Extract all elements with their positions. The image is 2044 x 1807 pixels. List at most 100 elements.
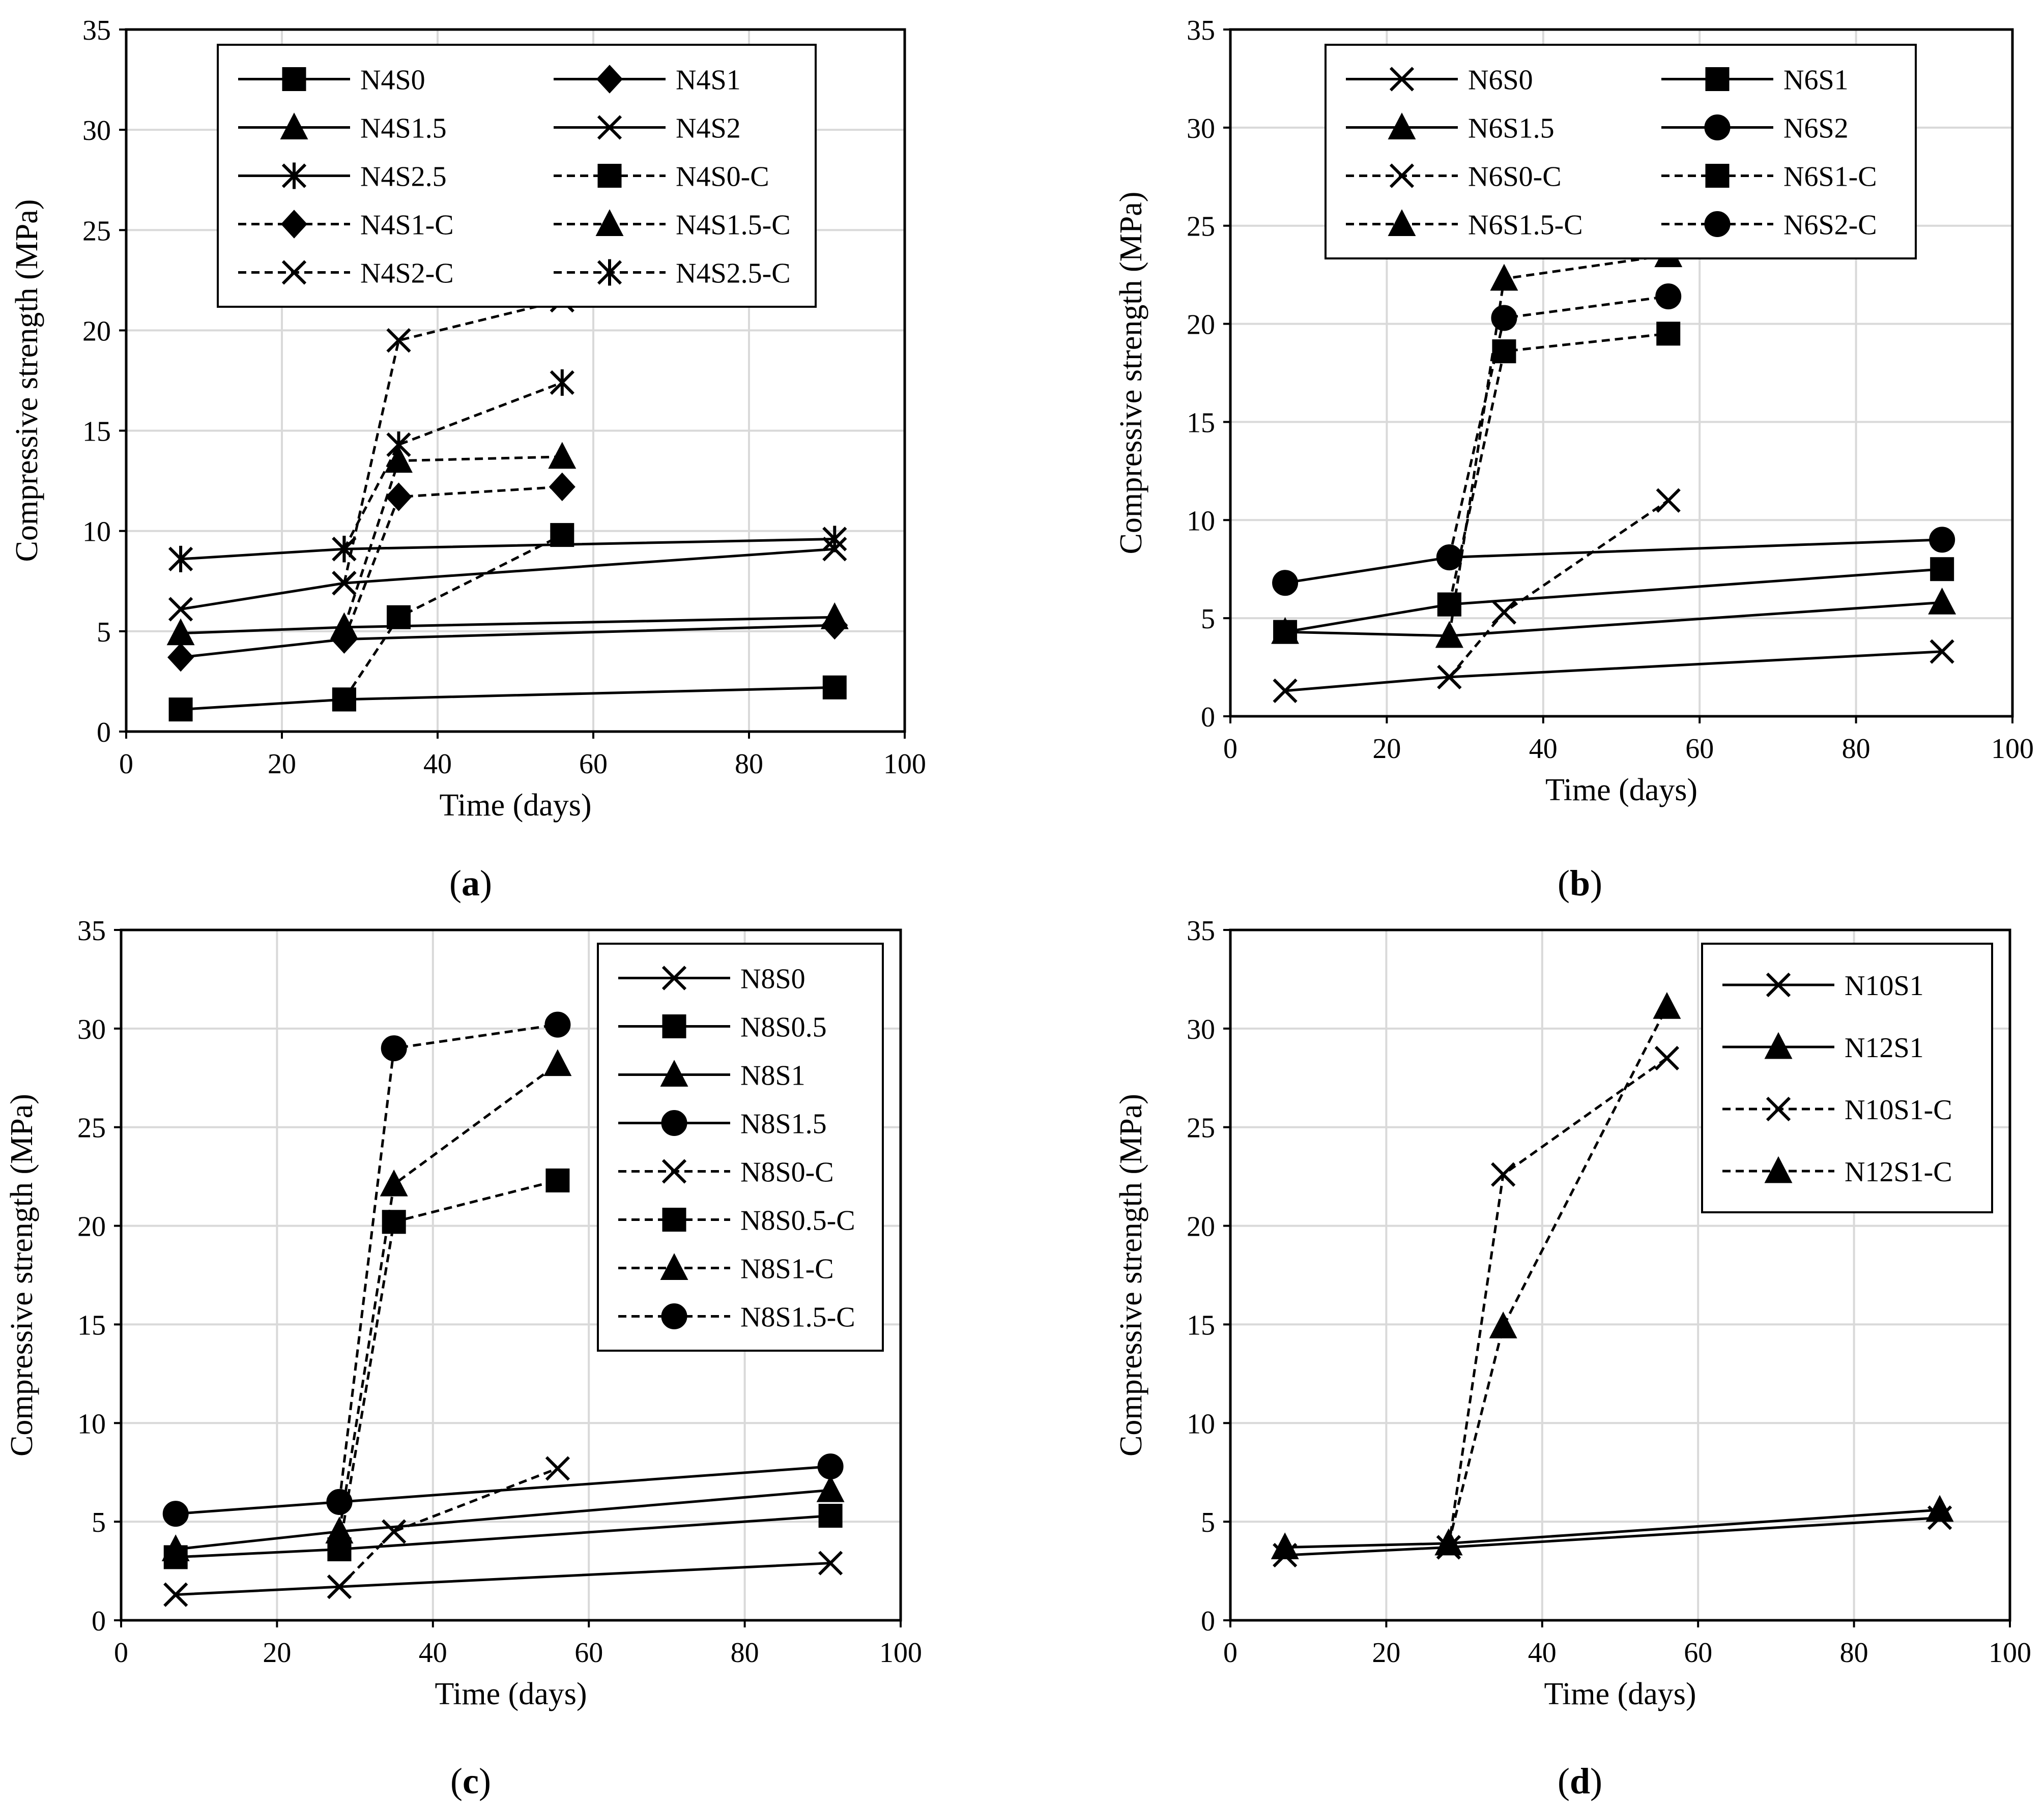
legend-label: N6S1 <box>1783 65 1849 96</box>
y-tick-label: 30 <box>77 1014 106 1045</box>
series-line <box>180 686 835 711</box>
y-tick-label: 0 <box>92 1606 106 1637</box>
data-point-square <box>1492 339 1516 364</box>
x-tick-label: 0 <box>119 748 133 780</box>
y-axis-title: Compressive strength (MPa) <box>1114 1094 1148 1456</box>
legend-label: N8S0-C <box>740 1157 834 1188</box>
legend: N8S0 N8S0.5 N8S1 N8S1.5 N8S0-C N8S0.5-C N8S1-C… <box>597 943 884 1352</box>
y-tick-label: 15 <box>77 1309 106 1341</box>
y-tick-label: 10 <box>1187 1408 1215 1440</box>
data-point-triangle <box>1271 1532 1299 1560</box>
series-N6S1-C <box>1437 322 1681 617</box>
legend-label: N6S1-C <box>1783 161 1877 193</box>
legend-label: N4S1.5 <box>360 113 447 144</box>
legend-marker-x <box>281 260 307 285</box>
x-axis-title: Time (days) <box>439 788 591 823</box>
data-point-star <box>332 536 357 563</box>
series-line <box>1448 332 1668 605</box>
data-point-x <box>1930 639 1954 664</box>
y-tick-label: 0 <box>1201 702 1215 733</box>
series-N4S2 <box>168 537 847 622</box>
data-point-triangle <box>330 612 358 639</box>
y-tick-label: 25 <box>77 1113 106 1144</box>
legend-marker-square <box>1705 164 1730 188</box>
data-point-circle <box>544 1011 571 1038</box>
legend-marker-triangle <box>1388 209 1416 236</box>
legend-item: N6S2-C <box>1661 210 1877 241</box>
legend-item: N8S1 <box>618 1060 805 1092</box>
legend-marker-x <box>1766 1096 1791 1122</box>
series-N8S0 <box>163 1551 843 1607</box>
x-tick-label: 40 <box>423 748 452 780</box>
x-tick-label: 100 <box>1991 733 2034 765</box>
legend-marker-triangle <box>660 1253 688 1280</box>
data-point-triangle <box>548 442 577 469</box>
legend: N10S1 N12S1 N10S1-C N12S1-C <box>1701 943 1993 1213</box>
plot-frame <box>120 928 902 1622</box>
legend-marker-circle <box>1704 211 1731 237</box>
data-point-square <box>822 675 847 700</box>
series-line <box>176 1465 831 1515</box>
x-tick-label: 100 <box>1989 1637 2031 1669</box>
data-point-triangle <box>1925 1495 1954 1522</box>
chart-panel-d: 0 20 40 60 80 100 0 5 10 15 20 25 30 35 Time (days) Com… <box>1114 915 2031 1801</box>
legend-label: N8S0.5-C <box>740 1205 855 1237</box>
legend-marker-square <box>662 1014 686 1038</box>
data-point-triangle <box>161 1534 190 1561</box>
legend-label: N4S1-C <box>360 210 454 241</box>
legend-marker-x <box>1389 67 1415 92</box>
plot-frame <box>125 28 906 733</box>
legend-item: N4S1.5 <box>238 112 447 144</box>
legend-marker-square <box>282 67 306 91</box>
panel-caption: (d) <box>1558 1761 1602 1801</box>
legend-label: N8S1 <box>740 1060 805 1092</box>
series-N4S1 <box>167 610 848 672</box>
series-line <box>1447 1006 1668 1544</box>
data-point-star <box>822 526 847 552</box>
y-tick-label: 25 <box>1187 1113 1215 1144</box>
series-line <box>338 1063 559 1532</box>
data-point-star <box>550 369 574 396</box>
x-tick-label: 0 <box>1223 1637 1237 1669</box>
series-line <box>343 534 563 701</box>
panel-caption: (c) <box>450 1761 491 1801</box>
legend-item: N10S1-C <box>1722 1094 1952 1126</box>
legend-marker-x <box>1389 163 1415 188</box>
data-point-triangle <box>1434 1528 1463 1556</box>
legend-label: N4S0-C <box>676 161 769 193</box>
series-N6S1.5-C <box>1435 240 1683 648</box>
legend-marker-square <box>1705 67 1730 91</box>
y-tick-label: 25 <box>82 215 111 247</box>
legend-label: N10S1-C <box>1845 1094 1952 1126</box>
series-line <box>1448 295 1669 558</box>
legend-marker-diamond <box>280 210 308 239</box>
data-point-x <box>1491 1162 1516 1187</box>
legend-marker-x <box>661 966 687 990</box>
x-axis-title: Time (days) <box>435 1677 587 1711</box>
plot-frame <box>1229 928 2011 1622</box>
data-point-triangle <box>1271 617 1300 644</box>
legend-marker-x <box>597 115 622 140</box>
y-tick-label: 30 <box>1187 1014 1215 1045</box>
x-tick-label: 20 <box>268 748 296 780</box>
legend-label: N8S0 <box>740 964 805 995</box>
y-axis-title: Compressive strength (MPa) <box>10 199 44 562</box>
legend-label: N4S2 <box>676 113 741 144</box>
legend-label: N12S1-C <box>1845 1156 1952 1188</box>
data-point-x <box>818 1551 843 1576</box>
series-line <box>1448 499 1669 678</box>
legend-marker-triangle <box>1764 1156 1793 1183</box>
data-point-circle <box>1655 283 1682 310</box>
legend-label: N8S1.5-C <box>740 1302 855 1333</box>
data-point-circle <box>817 1453 844 1480</box>
series-line <box>343 485 562 640</box>
x-tick-label: 60 <box>579 748 608 780</box>
legend-item: N4S2.5 <box>238 161 447 193</box>
y-tick-label: 5 <box>97 617 111 648</box>
legend-item: N10S1 <box>1722 970 1924 1002</box>
series-N6S1 <box>1273 557 1954 644</box>
x-tick-label: 40 <box>1529 733 1558 765</box>
y-tick-label: 25 <box>1187 211 1215 243</box>
legend-item: N12S1 <box>1722 1032 1924 1064</box>
